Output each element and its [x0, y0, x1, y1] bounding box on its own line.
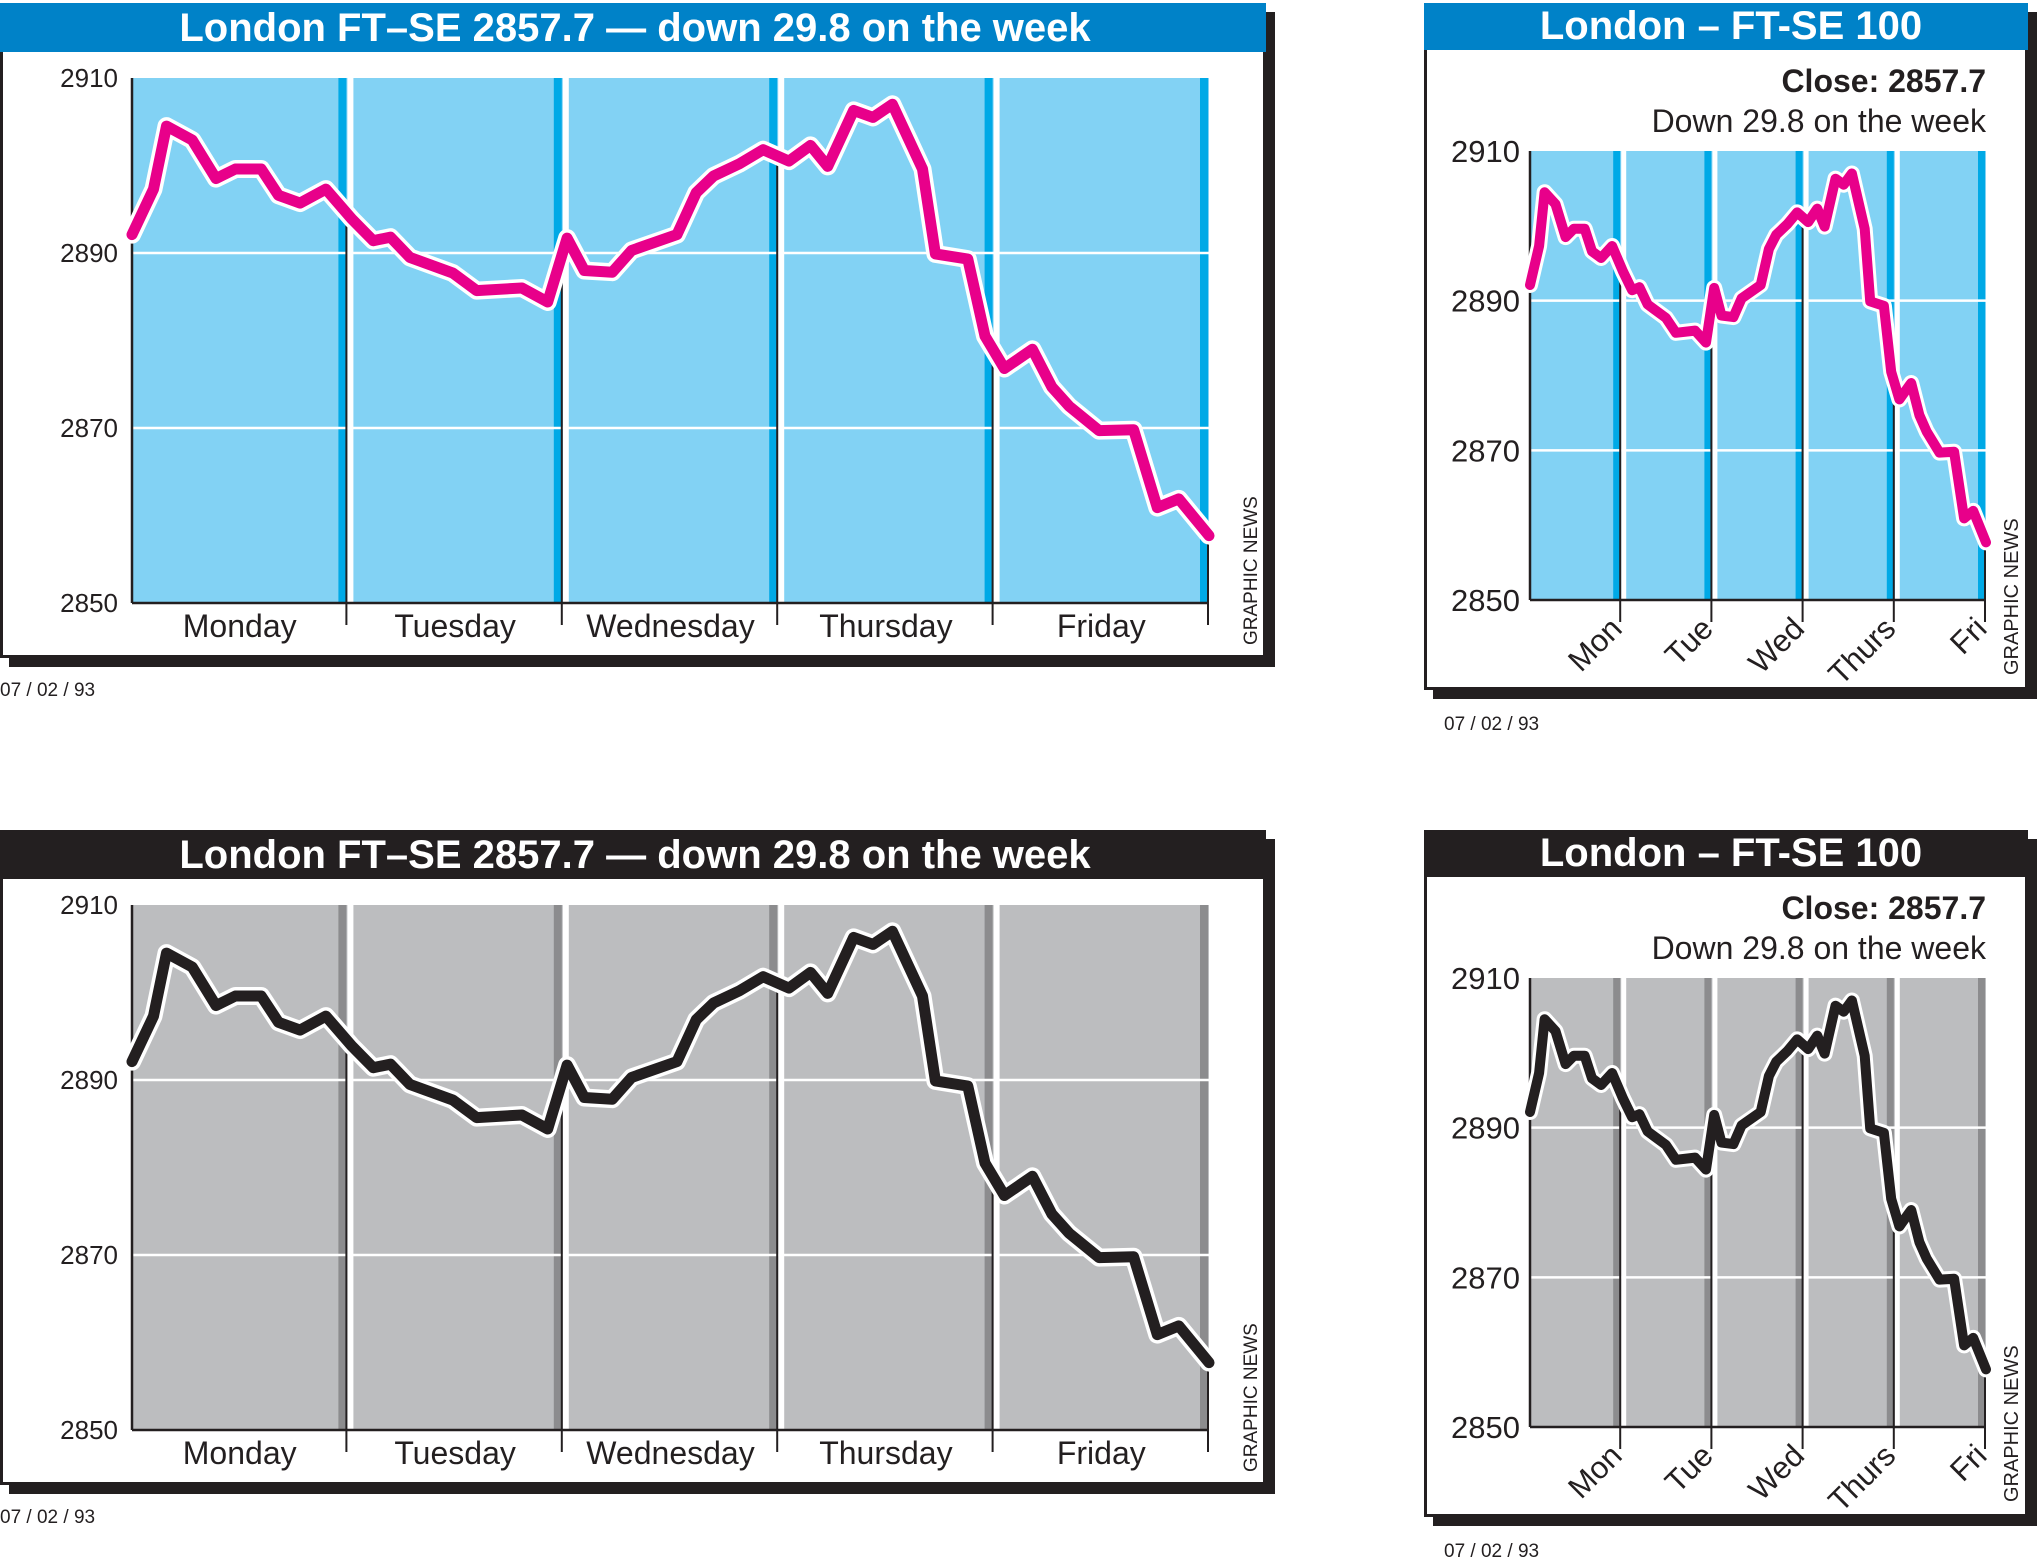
day-stripe: [1613, 151, 1621, 600]
x-tick-label: Wednesday: [586, 608, 754, 644]
day-stripe: [1200, 905, 1208, 1430]
chart-title: London FT–SE 2857.7 — down 29.8 on the w…: [179, 833, 1091, 877]
day-stripe: [1704, 978, 1712, 1427]
series-line: [126, 98, 1215, 542]
close-value: Close: 2857.7: [1781, 63, 1986, 99]
day-stripe: [1704, 151, 1712, 600]
credit-label: GRAPHIC NEWS: [2001, 518, 2023, 675]
plot-area: [132, 905, 1209, 1430]
x-tick-label: Thursday: [819, 1435, 952, 1471]
date-label: 07 / 02 / 93: [0, 680, 95, 701]
date-label: 07 / 02 / 93: [1444, 1541, 1539, 1562]
day-stripe: [338, 78, 347, 603]
y-tick-label: 2850: [1451, 1410, 1520, 1445]
chart-panel-wide-mono: London FT–SE 2857.7 — down 29.8 on the w…: [0, 830, 1275, 1528]
day-gap: [1803, 978, 1809, 1427]
x-tick-label: Friday: [1057, 608, 1146, 644]
x-tick-label: Wednesday: [586, 1435, 754, 1471]
day-stripe: [1795, 978, 1803, 1427]
chart-title: London – FT-SE 100: [1540, 4, 1922, 48]
series-line: [126, 925, 1215, 1369]
y-tick-label: 2910: [1451, 961, 1520, 996]
day-stripe: [1978, 978, 1985, 1427]
y-tick-label: 2890: [1451, 1111, 1520, 1146]
weekly-change: Down 29.8 on the week: [1652, 930, 1987, 966]
y-tick-label: 2890: [60, 1065, 118, 1095]
plot-area: [1530, 151, 1986, 600]
date-label: 07 / 02 / 93: [1444, 714, 1539, 735]
title-bar: [0, 3, 1266, 52]
series-line: [1525, 168, 1991, 548]
day-gap: [1621, 151, 1627, 600]
credit-label: GRAPHIC NEWS: [1241, 496, 1262, 645]
plot-area: [1530, 978, 1986, 1427]
day-stripe: [1613, 978, 1621, 1427]
weekly-change: Down 29.8 on the week: [1652, 103, 1987, 139]
y-tick-label: 2890: [60, 238, 118, 268]
x-tick-label: Tuesday: [394, 608, 516, 644]
series-line: [1525, 995, 1991, 1375]
day-stripe: [553, 78, 562, 603]
day-gap: [1712, 978, 1718, 1427]
credit-label: GRAPHIC NEWS: [1241, 1323, 1262, 1472]
x-tick-label: Thursday: [819, 608, 952, 644]
y-tick-label: 2870: [1451, 1260, 1520, 1295]
day-gap: [778, 905, 785, 1430]
day-gap: [1803, 151, 1809, 600]
y-tick-label: 2910: [60, 63, 118, 93]
x-tick-label: Monday: [183, 1435, 297, 1471]
y-tick-label: 2850: [1451, 583, 1520, 618]
chart-title: London – FT-SE 100: [1540, 831, 1922, 875]
day-stripe: [769, 905, 778, 1430]
x-tick-label: Tuesday: [394, 1435, 516, 1471]
y-tick-label: 2850: [60, 588, 118, 618]
y-tick-label: 2910: [60, 890, 118, 920]
day-stripe: [1795, 151, 1803, 600]
day-gap: [347, 905, 354, 1430]
chart-panel-compact-mono: London – FT-SE 100 Close: 2857.7 Down 29.8…: [1424, 830, 2037, 1562]
chart-panel-wide-color: London FT–SE 2857.7 — down 29.8 on the w…: [0, 3, 1275, 701]
credit-label: GRAPHIC NEWS: [2001, 1345, 2023, 1502]
title-bar: [0, 830, 1266, 879]
day-gap: [347, 78, 354, 603]
y-tick-label: 2850: [60, 1415, 118, 1445]
chart-title: London FT–SE 2857.7 — down 29.8 on the w…: [179, 6, 1091, 50]
day-stripe: [769, 78, 778, 603]
y-tick-label: 2870: [60, 1240, 118, 1270]
day-gap: [562, 905, 569, 1430]
plot-area: [132, 78, 1209, 603]
day-stripe: [553, 905, 562, 1430]
day-gap: [1712, 151, 1718, 600]
y-tick-label: 2910: [1451, 134, 1520, 169]
y-tick-label: 2870: [1451, 433, 1520, 468]
day-gap: [1621, 978, 1627, 1427]
x-tick-label: Friday: [1057, 1435, 1146, 1471]
day-stripe: [338, 905, 347, 1430]
close-value: Close: 2857.7: [1781, 890, 1986, 926]
date-label: 07 / 02 / 93: [0, 1507, 95, 1528]
title-bar: [1424, 830, 2028, 877]
x-tick-label: Monday: [183, 608, 297, 644]
y-tick-label: 2890: [1451, 284, 1520, 319]
chart-panel-compact-color: London – FT-SE 100 Close: 2857.7 Down 29.8…: [1424, 3, 2037, 735]
day-stripe: [1978, 151, 1985, 600]
day-gap: [778, 78, 785, 603]
day-stripe: [1200, 78, 1208, 603]
day-gap: [562, 78, 569, 603]
y-tick-label: 2870: [60, 413, 118, 443]
title-bar: [1424, 3, 2028, 50]
